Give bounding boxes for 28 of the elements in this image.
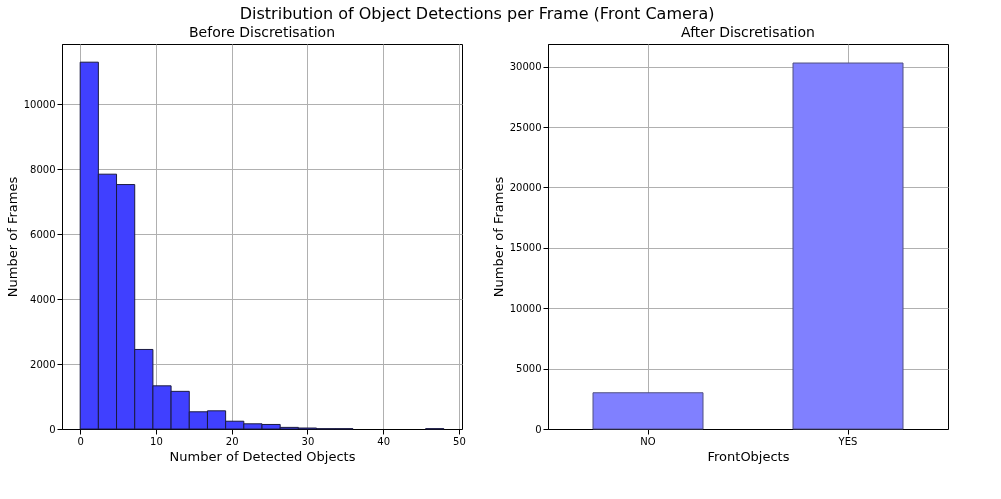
x-tick-label: YES [837,435,858,447]
x-axis-title: FrontObjects [707,448,790,464]
y-tick-label: 10000 [23,98,56,110]
y-tick-label: 30000 [509,61,542,73]
y-tick-label: 25000 [509,121,542,133]
x-tick-label: 20 [225,435,239,447]
y-tick-label: 15000 [509,242,542,254]
y-tick-label: 8000 [30,163,56,175]
y-tick-label: 0 [49,423,56,435]
y-tick-label: 0 [535,423,542,435]
x-tick-label: 50 [453,435,466,447]
x-tick-label: 30 [301,435,315,447]
text: Distribution of Object Detections per Frame (Front Camera) [239,3,715,23]
x-axis-title: Number of Detected Objects [169,448,356,464]
y-tick-label: 4000 [30,293,56,305]
x-tick-label: NO [640,435,656,447]
x-tick-label: 0 [77,435,84,447]
y-axis-title: Number of Frames [490,176,506,298]
x-tick-label: 40 [377,435,391,447]
y-tick-label: 2000 [30,358,56,370]
y-tick-label: 6000 [30,228,56,240]
chart-title: After Discretisation [681,24,815,40]
y-tick-label: 10000 [509,302,542,314]
x-tick-label: 10 [150,435,163,447]
y-axis-title: Number of Frames [4,176,20,298]
chart-title: Before Discretisation [188,24,336,40]
y-tick-label: 20000 [509,181,542,193]
y-tick-label: 5000 [516,363,542,375]
